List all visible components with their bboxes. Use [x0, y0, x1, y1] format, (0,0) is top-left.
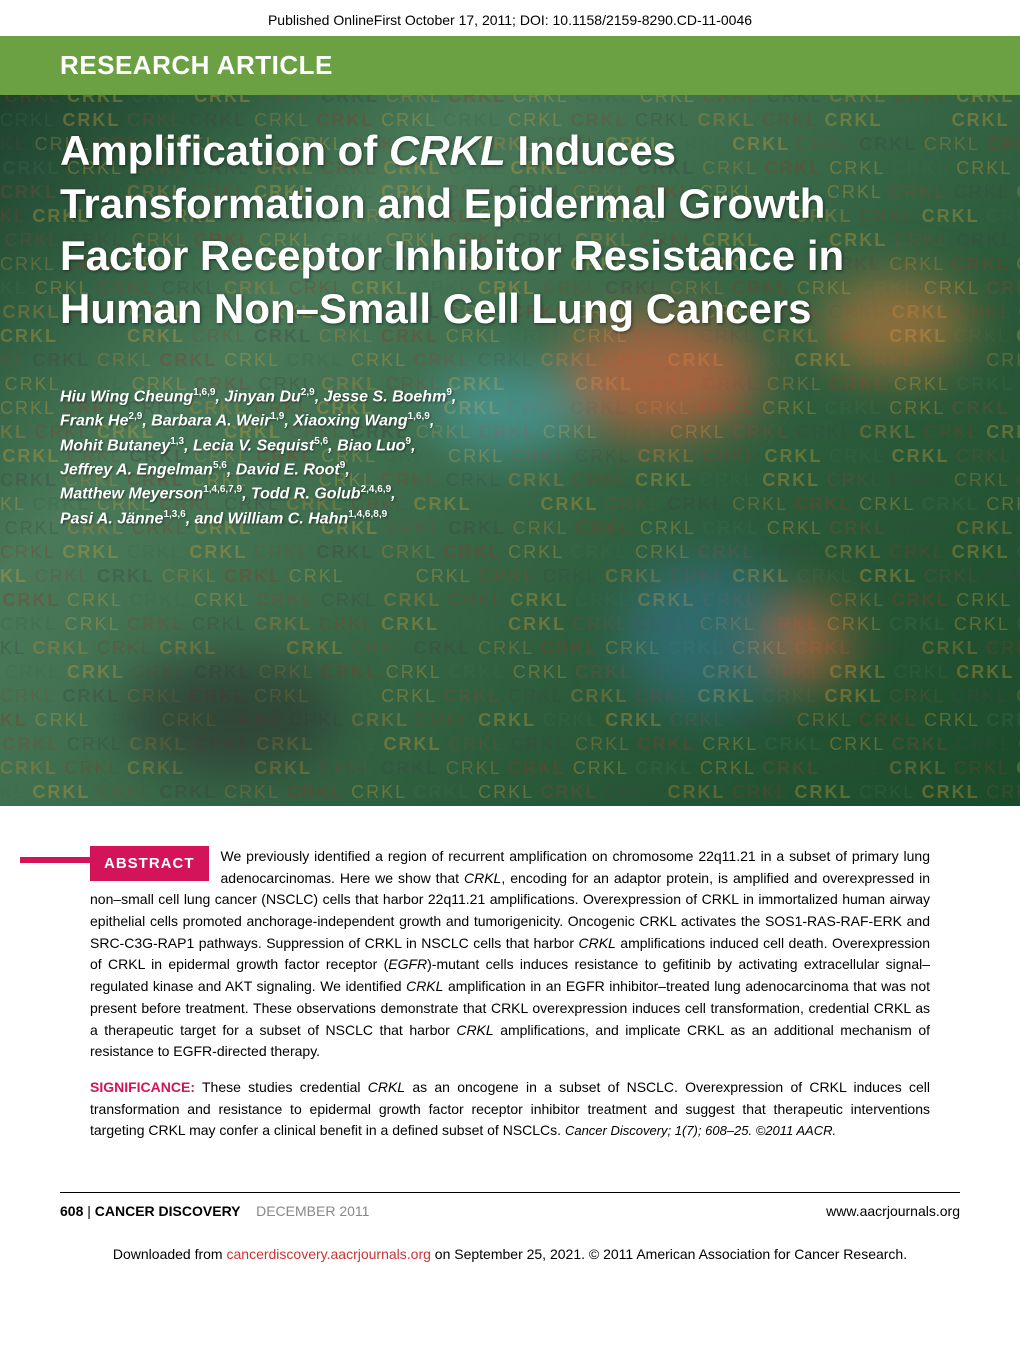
article-title: Amplification of CRKL Induces Transforma… [60, 125, 940, 335]
footer-left: 608 | CANCER DISCOVERY DECEMBER 2011 [60, 1203, 369, 1219]
footer-url: www.aacrjournals.org [826, 1203, 960, 1219]
significance-label: SIGNIFICANCE: [90, 1079, 195, 1095]
journal-name: CANCER DISCOVERY [95, 1203, 241, 1219]
page-footer: 608 | CANCER DISCOVERY DECEMBER 2011 www… [0, 1193, 1020, 1237]
significance-text: SIGNIFICANCE: These studies credential C… [90, 1077, 930, 1142]
abstract-text: ABSTRACT We previously identified a regi… [90, 846, 930, 1063]
hero-content: Amplification of CRKL Induces Transforma… [0, 95, 1020, 561]
hero-banner: CRKL CRKL CRKL CRKL CRKL CRKL CRKL CRKL … [0, 36, 1020, 806]
abstract-section: ABSTRACT We previously identified a regi… [0, 806, 1020, 1162]
article-type-label: RESEARCH ARTICLE [60, 50, 960, 81]
footer-space [244, 1203, 252, 1219]
issue-date: DECEMBER 2011 [256, 1203, 369, 1219]
author-list: Hiu Wing Cheung1,6,9, Jinyan Du2,9, Jess… [60, 385, 540, 531]
page-number: 608 [60, 1203, 83, 1219]
significance-body: These studies credential CRKL as an onco… [90, 1079, 930, 1138]
abstract-label: ABSTRACT [90, 846, 209, 881]
publication-note: Published OnlineFirst October 17, 2011; … [0, 0, 1020, 36]
download-note: Downloaded from cancerdiscovery.aacrjour… [0, 1237, 1020, 1279]
footer-separator: | [87, 1203, 95, 1219]
abstract-stripe [20, 857, 90, 863]
abstract-body: We previously identified a region of rec… [90, 848, 930, 1059]
article-type-bar: RESEARCH ARTICLE [0, 36, 1020, 95]
